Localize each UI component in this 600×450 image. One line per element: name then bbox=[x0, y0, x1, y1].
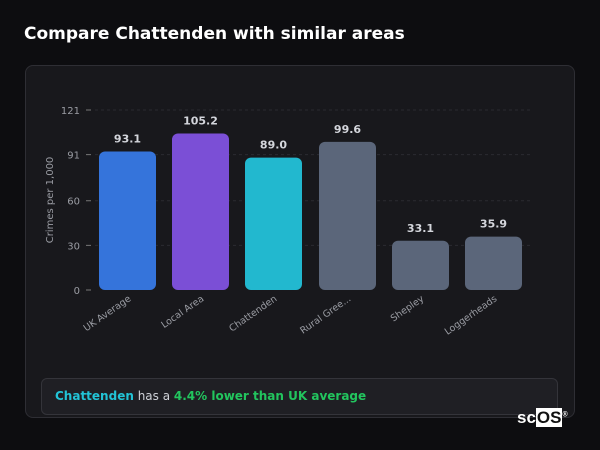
comparison-text: 4.4% lower than UK average bbox=[173, 389, 367, 403]
x-tick-label: Chattenden bbox=[227, 293, 279, 334]
bar[interactable] bbox=[392, 240, 449, 290]
data-label: 93.1 bbox=[114, 133, 141, 146]
summary-text: has a bbox=[133, 389, 174, 403]
scos-logo: scOS® bbox=[517, 408, 568, 427]
y-tick-label: 30 bbox=[67, 241, 80, 252]
data-label: 105.2 bbox=[183, 115, 218, 128]
bar[interactable] bbox=[172, 133, 229, 290]
data-label: 89.0 bbox=[260, 139, 287, 152]
x-tick-label: UK Average bbox=[82, 293, 134, 334]
data-label: 33.1 bbox=[407, 222, 434, 235]
y-axis-label: Crimes per 1,000 bbox=[45, 157, 56, 244]
bar[interactable] bbox=[319, 141, 376, 290]
page-title: Compare Chattenden with similar areas bbox=[24, 24, 405, 44]
x-tick-label: Shepley bbox=[389, 293, 427, 324]
x-tick-label: Local Area bbox=[159, 293, 206, 330]
x-tick-label: Loggerheads bbox=[443, 293, 500, 337]
bar[interactable] bbox=[99, 151, 156, 290]
data-label: 99.6 bbox=[334, 123, 361, 136]
y-tick-label: 0 bbox=[74, 286, 80, 297]
y-tick-label: 91 bbox=[67, 151, 80, 162]
x-tick-label: Rural Gree... bbox=[298, 293, 353, 336]
summary-box: Chattenden has a 4.4% lower than UK aver… bbox=[41, 378, 558, 415]
data-label: 35.9 bbox=[480, 218, 507, 231]
y-tick-label: 60 bbox=[67, 197, 80, 208]
area-name: Chattenden bbox=[55, 389, 134, 403]
bar[interactable] bbox=[465, 236, 522, 290]
bar[interactable] bbox=[245, 157, 302, 290]
y-tick-label: 121 bbox=[61, 106, 80, 117]
